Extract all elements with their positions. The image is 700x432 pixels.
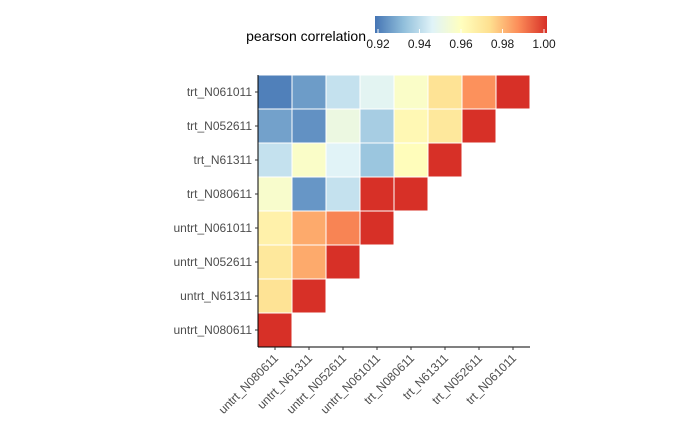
heatmap-cell-trt_N080611-trt_N061011 xyxy=(393,74,429,110)
y-tick-label: untrt_N080611 xyxy=(173,323,252,337)
heatmap-cell-untrt_N061011-untrt_N061011 xyxy=(359,210,395,246)
legend-tick-label: 0.96 xyxy=(449,37,473,51)
x-tick-labels: untrt_N080611untrt_N61311untrt_N052611un… xyxy=(216,347,519,417)
heatmap-cell-untrt_N080611-trt_N061011 xyxy=(257,74,293,110)
heatmap-cell-untrt_N052611-trt_N061011 xyxy=(325,74,361,110)
heatmap-cell-untrt_N052611-trt_N61311 xyxy=(325,142,361,178)
legend-tick-label: 1.00 xyxy=(532,37,556,51)
legend-tick-label: 0.92 xyxy=(366,37,390,51)
y-tick-label: untrt_N052611 xyxy=(173,255,252,269)
heatmap-cell-untrt_N052611-trt_N080611 xyxy=(325,176,361,212)
heatmap-cell-untrt_N080611-trt_N61311 xyxy=(257,142,293,178)
heatmap-cell-untrt_N080611-untrt_N061011 xyxy=(257,210,293,246)
heatmap-cell-trt_N061011-trt_N061011 xyxy=(495,74,531,110)
heatmap-cell-untrt_N61311-trt_N61311 xyxy=(291,142,327,178)
heatmap-cell-untrt_N61311-untrt_N061011 xyxy=(291,210,327,246)
heatmap-cell-untrt_N052611-untrt_N052611 xyxy=(325,244,361,280)
heatmap-cells xyxy=(257,74,531,348)
heatmap-cell-untrt_N61311-trt_N052611 xyxy=(291,108,327,144)
heatmap-cell-untrt_N61311-trt_N080611 xyxy=(291,176,327,212)
heatmap-cell-untrt_N080611-trt_N080611 xyxy=(257,176,293,212)
y-tick-label: trt_N61311 xyxy=(194,153,253,167)
heatmap-cell-untrt_N061011-trt_N080611 xyxy=(359,176,395,212)
heatmap-cell-untrt_N052611-untrt_N061011 xyxy=(325,210,361,246)
y-tick-label: trt_N061011 xyxy=(187,85,252,99)
axes xyxy=(257,75,530,348)
heatmap-cell-trt_N61311-trt_N052611 xyxy=(427,108,463,144)
legend-ticks: 0.92 0.94 0.96 0.98 1.00 xyxy=(366,29,556,51)
y-tick-label: trt_N080611 xyxy=(187,187,252,201)
legend-tick-label: 0.94 xyxy=(408,37,432,51)
heatmap-cell-trt_N052611-trt_N061011 xyxy=(461,74,497,110)
heatmap-cell-untrt_N080611-untrt_N61311 xyxy=(257,278,293,314)
heatmap-cell-untrt_N080611-untrt_N052611 xyxy=(257,244,293,280)
heatmap-cell-trt_N080611-trt_N080611 xyxy=(393,176,429,212)
y-tick-label: untrt_N061011 xyxy=(173,221,252,235)
heatmap-cell-untrt_N080611-trt_N052611 xyxy=(257,108,293,144)
heatmap-cell-untrt_N61311-trt_N061011 xyxy=(291,74,327,110)
heatmap-cell-trt_N080611-trt_N052611 xyxy=(393,108,429,144)
legend-title: pearson correlation xyxy=(246,28,366,44)
heatmap-cell-untrt_N061011-trt_N061011 xyxy=(359,74,395,110)
y-tick-labels: untrt_N080611 untrt_N61311 untrt_N052611 un… xyxy=(173,85,258,337)
y-tick-label: trt_N052611 xyxy=(187,119,252,133)
heatmap-cell-untrt_N052611-trt_N052611 xyxy=(325,108,361,144)
heatmap-cell-trt_N052611-trt_N052611 xyxy=(461,108,497,144)
legend: pearson correlation 0.92 0.94 0.96 0.98 1.00 xyxy=(246,16,556,51)
heatmap-cell-untrt_N061011-trt_N61311 xyxy=(359,142,395,178)
heatmap-cell-untrt_N080611-untrt_N080611 xyxy=(257,312,293,348)
heatmap-cell-untrt_N61311-untrt_N052611 xyxy=(291,244,327,280)
heatmap-cell-trt_N61311-trt_N61311 xyxy=(427,142,463,178)
heatmap-cell-untrt_N061011-trt_N052611 xyxy=(359,108,395,144)
heatmap-cell-untrt_N61311-untrt_N61311 xyxy=(291,278,327,314)
heatmap-cell-trt_N61311-trt_N061011 xyxy=(427,74,463,110)
heatmap-cell-trt_N080611-trt_N61311 xyxy=(393,142,429,178)
y-tick-label: untrt_N61311 xyxy=(180,289,252,303)
legend-tick-label: 0.98 xyxy=(491,37,515,51)
legend-colorbar xyxy=(375,16,547,33)
